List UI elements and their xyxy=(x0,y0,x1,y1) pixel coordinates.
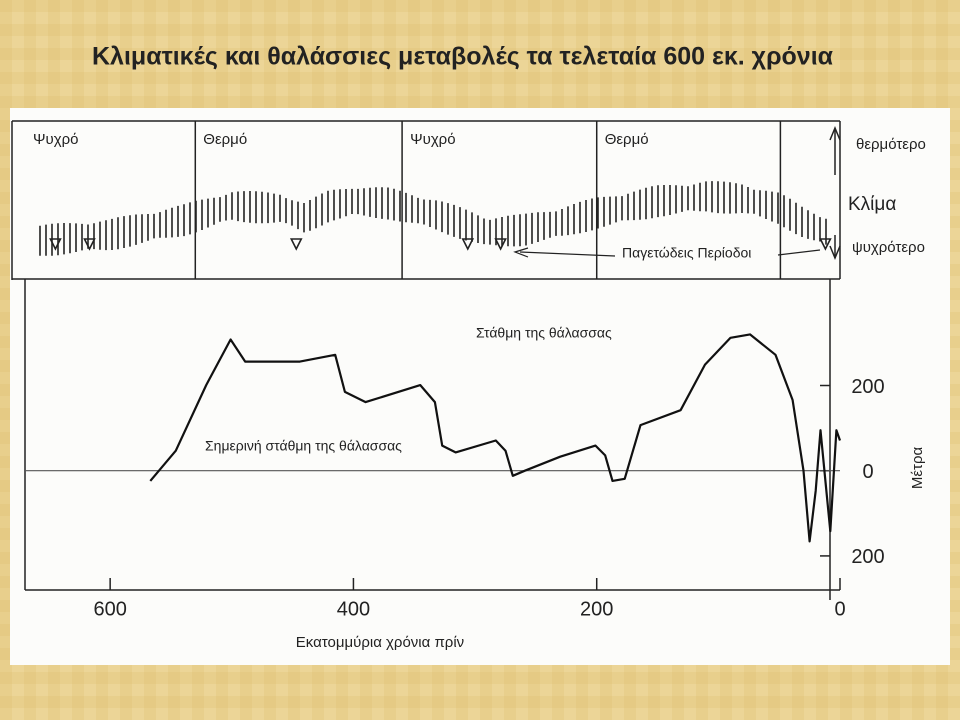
sea-level-line xyxy=(149,333,842,543)
climate-title: Κλίμα xyxy=(848,194,896,215)
x-tick-label: 0 xyxy=(834,598,845,620)
glacial-marker xyxy=(494,238,507,251)
climate-period-label: Ψυχρό xyxy=(410,131,455,148)
climate-warmer: θερμότερο xyxy=(856,136,926,153)
y-axis-label: Μέτρα xyxy=(909,447,926,490)
series-label: Στάθμη της θάλασσας xyxy=(476,325,612,341)
y-tick-label: 0 xyxy=(862,461,873,483)
glacial-marker xyxy=(49,238,62,251)
glacial-marker xyxy=(83,238,96,251)
x-tick-label: 200 xyxy=(580,598,613,620)
climate-period-label: Θερμό xyxy=(605,131,649,148)
glacial-marker xyxy=(289,238,303,251)
climate-hatch xyxy=(39,181,827,256)
x-tick-label: 400 xyxy=(337,598,370,620)
y-tick-label: 200 xyxy=(851,546,884,568)
frame xyxy=(11,120,841,600)
glacial-marker xyxy=(461,238,475,251)
slide-title: Κλιματικές και θαλάσσιες μεταβολές τα τε… xyxy=(92,43,834,71)
y-tick-label: 200 xyxy=(851,376,884,398)
glacial-arrow xyxy=(513,247,821,258)
climate-period-label: Ψυχρό xyxy=(33,131,78,148)
x-tick-label: 600 xyxy=(93,598,126,620)
figure-panel xyxy=(10,108,950,665)
climate-colder: ψυχρότερο xyxy=(852,239,925,256)
climate-period-label: Θερμό xyxy=(203,131,247,148)
glacial-marker xyxy=(819,238,832,251)
x-axis-label: Εκατομμύρια χρόνια πρίν xyxy=(296,634,464,651)
glacial-label: Παγετώδεις Περίοδοι xyxy=(622,245,751,261)
reference-label: Σημερινή στάθμη της θάλασσας xyxy=(205,437,402,453)
